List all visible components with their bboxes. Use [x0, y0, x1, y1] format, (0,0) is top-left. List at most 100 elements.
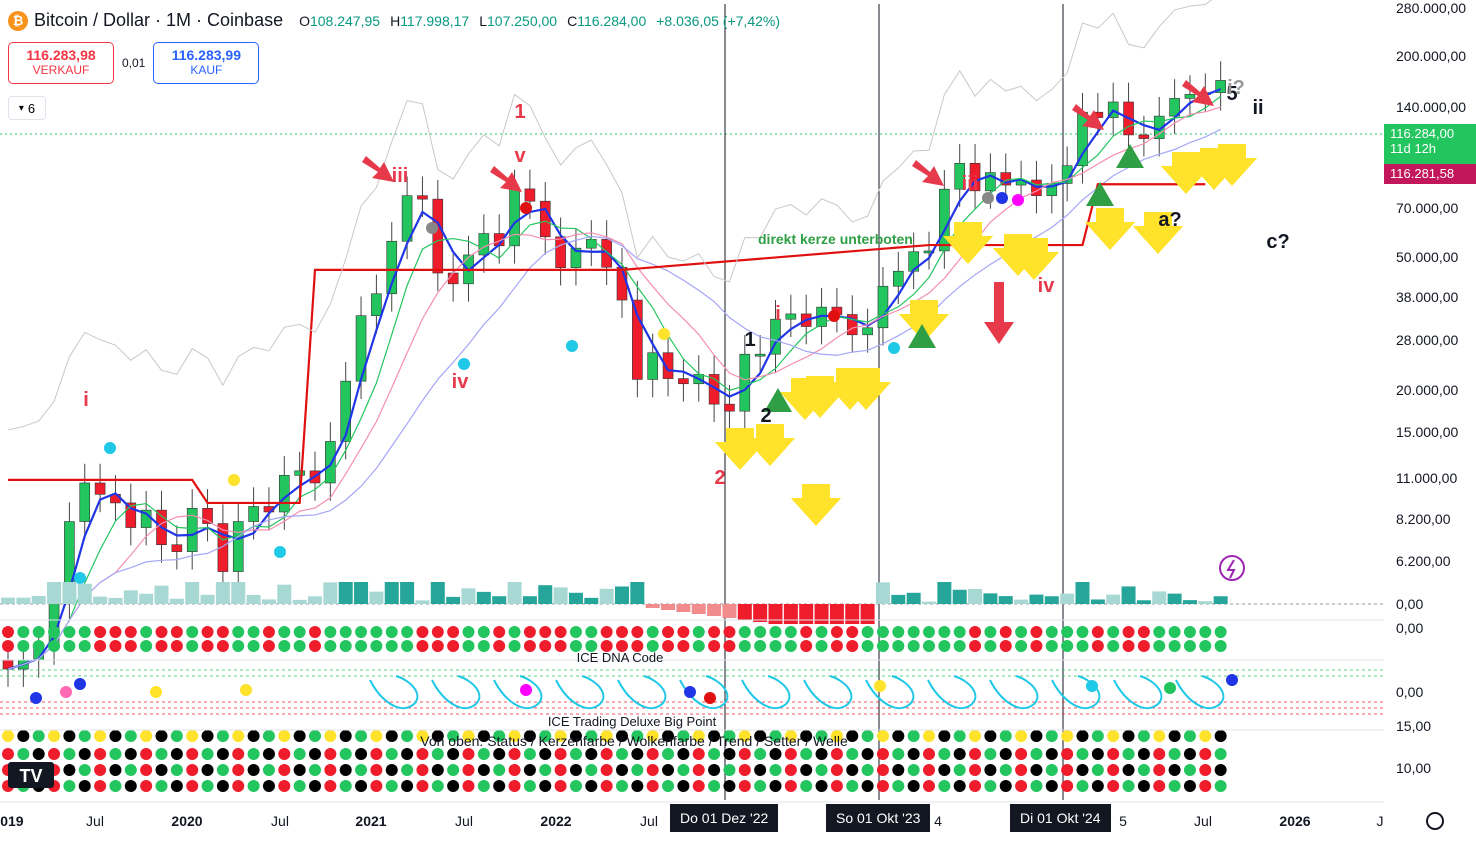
status-dot: [800, 764, 813, 776]
status-dot: [416, 748, 429, 760]
status-dot: [1137, 780, 1150, 792]
status-dot: [539, 730, 552, 742]
wave-label: iii: [962, 173, 979, 195]
status-dot: [662, 626, 675, 638]
status-dot: [1199, 730, 1212, 742]
indicator-toggle[interactable]: ▾ 6: [8, 96, 46, 120]
status-dot: [815, 730, 828, 742]
status-dot: [216, 764, 229, 776]
status-dot: [784, 748, 797, 760]
status-dot: [416, 640, 429, 652]
status-dot: [600, 626, 613, 638]
status-dot: [846, 780, 859, 792]
candle-body: [524, 188, 536, 202]
status-dot: [616, 780, 628, 792]
status-dot: [508, 730, 521, 742]
status-dot: [355, 640, 368, 652]
signal-dot: [74, 572, 86, 584]
histogram-bar: [277, 584, 292, 604]
histogram-bar: [568, 592, 583, 604]
wave-pane-dot: [60, 686, 72, 698]
status-dot: [324, 780, 337, 792]
status-dot: [539, 626, 552, 638]
signal-dot: [274, 546, 286, 558]
status-dot: [1137, 640, 1150, 652]
candle-body: [785, 313, 797, 320]
status-dot: [861, 730, 874, 742]
wave-curve-shape: [1175, 675, 1225, 710]
status-dot: [554, 640, 567, 652]
status-dot: [969, 748, 982, 760]
status-dot: [800, 780, 813, 792]
status-dot: [124, 748, 137, 760]
status-dot: [401, 730, 414, 742]
green-up-arrow: [1086, 182, 1114, 206]
time-axis-label: J: [1377, 813, 1384, 829]
status-dot: [800, 640, 813, 652]
status-dot: [646, 730, 659, 742]
status-dot: [201, 730, 214, 742]
status-dot: [216, 730, 229, 742]
grey-lag-line: [7, 0, 1213, 431]
buy-button[interactable]: 116.283,99 KAUF: [153, 42, 260, 84]
price-axis-label: 280.000,00: [1396, 0, 1466, 16]
status-dot: [1214, 730, 1227, 742]
status-dot: [278, 780, 291, 792]
histogram-bar: [1121, 586, 1136, 604]
status-dot: [677, 780, 690, 792]
status-dot: [155, 640, 168, 652]
symbol-title[interactable]: Bitcoin / Dollar · 1M · Coinbase: [34, 10, 284, 30]
status-dot: [723, 764, 736, 776]
price-axis-label: 0,00: [1396, 684, 1423, 700]
status-dot: [769, 730, 782, 742]
status-dot: [401, 748, 414, 760]
histogram-bar: [1152, 591, 1167, 604]
status-dot: [1122, 748, 1135, 760]
status-dot: [293, 748, 306, 760]
wave-label: c?: [1266, 231, 1289, 253]
status-dot: [815, 764, 828, 776]
sell-button[interactable]: 116.283,98 VERKAUF: [8, 42, 114, 84]
status-dot: [216, 640, 229, 652]
status-dot: [232, 730, 245, 742]
candle-body: [294, 470, 305, 476]
status-dot: [309, 764, 321, 776]
status-dot: [32, 748, 45, 760]
status-dot: [646, 640, 659, 652]
histogram-bar: [154, 585, 169, 604]
status-dot: [662, 640, 675, 652]
histogram-bar: [507, 582, 522, 604]
status-dot: [1045, 730, 1058, 742]
histogram-bar: [415, 600, 430, 604]
status-dot: [462, 640, 475, 652]
settings-gear-icon[interactable]: [1426, 812, 1444, 830]
status-dot: [984, 640, 997, 652]
histogram-bar: [1044, 596, 1059, 604]
status-dot: [124, 730, 137, 742]
status-dot: [1199, 748, 1212, 760]
status-dot: [846, 748, 859, 760]
status-dot: [1061, 626, 1074, 638]
histogram-bar: [1182, 600, 1197, 604]
status-dot: [861, 640, 874, 652]
status-dot: [723, 730, 736, 742]
status-dot: [170, 730, 183, 742]
status-dot: [631, 780, 644, 792]
status-dot: [938, 764, 951, 776]
status-dot: [1199, 626, 1212, 638]
status-dot: [48, 748, 61, 760]
status-dot: [769, 764, 782, 776]
status-dot: [1137, 626, 1150, 638]
status-dot: [784, 626, 797, 638]
status-dot: [923, 730, 935, 742]
date-marker-3: Di 01 Okt '24: [1010, 804, 1111, 832]
status-dot: [677, 626, 690, 638]
yellow-down-arrow: [790, 484, 842, 526]
status-dot: [201, 764, 214, 776]
status-dot: [646, 626, 659, 638]
status-dot: [232, 748, 245, 760]
status-dot: [1183, 764, 1196, 776]
status-dot: [938, 780, 951, 792]
status-dot: [861, 626, 874, 638]
